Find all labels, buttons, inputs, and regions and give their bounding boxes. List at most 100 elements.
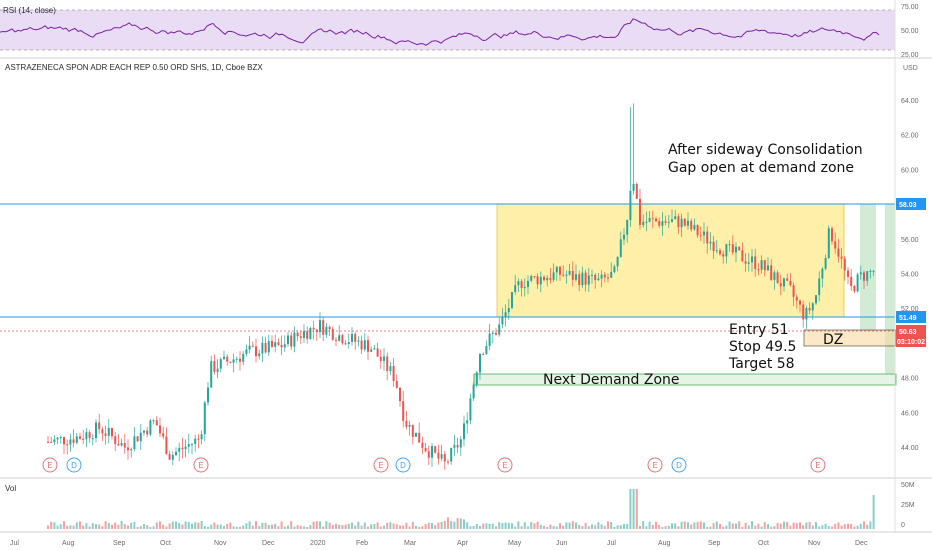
volume-bar <box>795 523 798 529</box>
candle-body <box>159 425 161 434</box>
volume-bar <box>581 526 584 529</box>
candle-body <box>207 387 209 403</box>
candle-body <box>258 353 261 357</box>
volume-bar <box>123 524 126 529</box>
volume-bar <box>549 524 552 529</box>
price-tick: 52.00 <box>901 306 919 313</box>
candle-body <box>139 432 142 442</box>
volume-bar <box>767 524 769 529</box>
volume-bar <box>603 525 606 529</box>
candle-body <box>600 274 603 279</box>
candle-body <box>466 420 469 424</box>
earnings-icon[interactable] <box>373 457 389 473</box>
volume-bar <box>274 523 277 529</box>
price-tick: 46.00 <box>901 410 919 417</box>
candle-body <box>187 444 190 447</box>
earnings-icon[interactable] <box>193 457 209 473</box>
dividend-icon[interactable] <box>66 457 82 473</box>
volume-bar <box>482 523 485 529</box>
earnings-icon[interactable] <box>647 457 663 473</box>
candle-body <box>831 228 833 242</box>
currency-label: USD <box>903 65 918 72</box>
volume-bar <box>389 522 392 529</box>
volume-bar <box>629 489 632 529</box>
candle-body <box>837 248 840 257</box>
volume-bar <box>139 526 142 529</box>
candle-body <box>47 441 49 443</box>
candle-body <box>767 265 769 271</box>
volume-bar <box>130 522 133 529</box>
candle-body <box>552 272 555 280</box>
volume-bar <box>616 525 619 529</box>
volume-bar <box>443 520 446 529</box>
candle-body <box>91 438 94 440</box>
candle-body <box>133 436 136 450</box>
volume-bar <box>600 524 603 529</box>
volume-bar <box>133 522 136 529</box>
volume-bar <box>472 526 475 529</box>
candle-body <box>411 424 414 437</box>
candle-body <box>488 333 491 346</box>
marker-label: E <box>502 461 507 470</box>
volume-bar <box>747 525 750 529</box>
volume-bar <box>85 523 88 529</box>
candle-body <box>802 304 805 320</box>
candle-body <box>712 241 715 252</box>
next-demand-zone <box>473 373 897 386</box>
price-tick: 54.00 <box>901 272 919 279</box>
candle-body <box>856 274 859 292</box>
candle-body <box>485 345 488 355</box>
volume-bar <box>757 523 760 529</box>
candle-body <box>63 437 65 445</box>
candle-body <box>178 447 181 452</box>
volume-bar <box>447 517 449 529</box>
volume-bar <box>619 525 622 529</box>
candle-body <box>751 256 753 263</box>
candle-body <box>757 269 760 271</box>
candle-body <box>405 420 408 427</box>
dividend-icon[interactable] <box>395 457 411 473</box>
candle-body <box>306 331 309 339</box>
candle-body <box>175 451 177 455</box>
volume-bar <box>843 524 846 529</box>
candle-body <box>200 434 203 440</box>
label-58: 58.03 <box>899 202 917 209</box>
volume-bar <box>299 525 302 529</box>
volume-bar <box>863 521 865 529</box>
candle-body <box>760 260 763 270</box>
volume-bar <box>440 521 443 529</box>
earnings-icon[interactable] <box>497 457 513 473</box>
volume-bar <box>626 524 629 529</box>
volume-bar <box>818 526 821 529</box>
candle-body <box>267 341 270 353</box>
candle-body <box>191 443 193 445</box>
candle-body <box>331 329 334 340</box>
volume-bar <box>715 521 718 529</box>
volume-bar <box>239 526 241 529</box>
volume-bar <box>754 525 757 529</box>
volume-bar <box>287 525 289 529</box>
volume-bar <box>411 521 414 529</box>
volume-bar <box>360 525 363 529</box>
volume-bar <box>699 521 702 529</box>
candle-body <box>98 422 101 430</box>
rsi-pane: RSI (14, close) 75.00 50.00 25.00 <box>0 4 919 59</box>
earnings-icon[interactable] <box>810 457 826 473</box>
candle-body <box>520 281 523 289</box>
volume-bar <box>827 526 830 529</box>
volume-bar <box>335 523 337 529</box>
candle-body <box>344 343 347 345</box>
dividend-icon[interactable] <box>671 457 687 473</box>
volume-bar <box>338 524 341 529</box>
volume-bar <box>770 526 773 529</box>
month-label: Sep <box>113 540 126 547</box>
candle-body <box>184 446 187 450</box>
volume-bar <box>386 522 389 529</box>
candle-body <box>546 277 549 281</box>
candle-body <box>72 439 75 443</box>
month-label: 2020 <box>310 540 326 547</box>
earnings-icon[interactable] <box>42 457 58 473</box>
label-51-bg <box>896 311 926 323</box>
candle-body <box>539 276 542 285</box>
candle-body <box>696 224 699 236</box>
